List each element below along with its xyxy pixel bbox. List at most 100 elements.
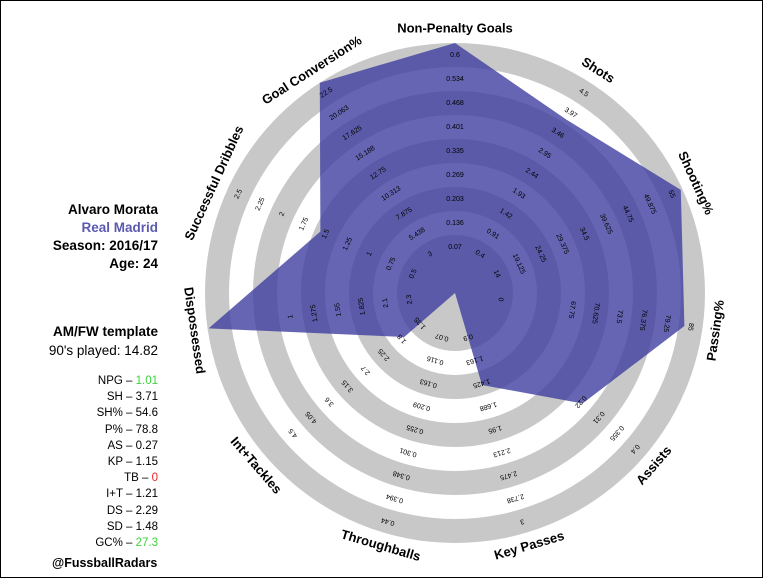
stat-value: 2.29 bbox=[135, 504, 158, 517]
tick-label: 2 bbox=[279, 211, 287, 218]
tick-label: 2.213 bbox=[492, 446, 511, 458]
stat-label: TB – bbox=[124, 472, 152, 485]
tick-label: 1.275 bbox=[310, 304, 319, 322]
stat-value: 0 bbox=[151, 472, 158, 485]
stat-row: GC% – 27.3 bbox=[95, 535, 158, 551]
tick-label: 1 bbox=[366, 251, 374, 258]
tick-label: 0.394 bbox=[385, 492, 404, 504]
stat-label: NPG – bbox=[97, 375, 136, 387]
stat-label: SD – bbox=[106, 520, 136, 533]
team-name: Real Madrid bbox=[81, 220, 158, 235]
template-info: AM/FW template 90's played: 14.82 bbox=[49, 322, 158, 360]
stat-row: SD – 1.48 bbox=[95, 519, 158, 535]
tick-label: 0.335 bbox=[446, 148, 464, 155]
stat-value: 1.21 bbox=[135, 488, 158, 501]
tick-label: 0.269 bbox=[446, 172, 464, 179]
tick-label: 76.375 bbox=[638, 309, 648, 331]
tick-label: 2.7 bbox=[360, 364, 372, 376]
tick-label: 85 bbox=[686, 322, 694, 331]
axis-label: Non-Penalty Goals bbox=[397, 20, 513, 35]
stat-row: KP – 1.15 bbox=[95, 454, 158, 470]
tick-label: 3 bbox=[519, 517, 525, 525]
tick-label: 1.5 bbox=[321, 228, 331, 240]
tick-label: 14 bbox=[492, 269, 502, 279]
axis-label: Passing% bbox=[703, 299, 727, 362]
stat-value: 0.27 bbox=[135, 439, 158, 452]
tick-label: 3.6 bbox=[324, 395, 336, 407]
tick-label: 0.301 bbox=[399, 446, 418, 458]
tick-label: 2.5 bbox=[234, 188, 244, 200]
tick-label: 0.44 bbox=[380, 516, 395, 527]
tick-label: 0.203 bbox=[446, 196, 464, 203]
tick-label: 1 bbox=[287, 314, 294, 319]
tick-label: 0.4 bbox=[474, 249, 486, 260]
tick-label: 1.425 bbox=[472, 377, 491, 389]
stat-label: I+T – bbox=[106, 488, 136, 501]
stat-row: SH% – 54.6 bbox=[95, 405, 158, 421]
tick-label: 0.534 bbox=[446, 76, 464, 83]
stat-label: P% – bbox=[104, 423, 136, 436]
tick-label: 67.75 bbox=[567, 301, 576, 319]
stat-row: DS – 2.29 bbox=[95, 503, 158, 519]
tick-label: 2.475 bbox=[499, 469, 518, 481]
tick-label: 0.07 bbox=[434, 331, 449, 342]
tick-label: 0 bbox=[496, 297, 503, 302]
tick-label: 0.6 bbox=[450, 52, 460, 59]
stat-row: SH – 3.71 bbox=[95, 389, 158, 405]
stat-label: GC% – bbox=[95, 537, 136, 550]
season: Season: 2016/17 bbox=[52, 238, 158, 253]
tick-label: 0.136 bbox=[446, 220, 464, 227]
tick-label: 4.5 bbox=[288, 427, 300, 439]
template-title: AM/FW template bbox=[52, 324, 158, 339]
axis-label: Dispossessed bbox=[181, 286, 208, 375]
stat-label: DS – bbox=[106, 504, 136, 517]
tick-label: 55 bbox=[666, 189, 676, 199]
player-info: Alvaro Morata Real Madrid Season: 2016/1… bbox=[53, 201, 158, 273]
tick-label: 79.25 bbox=[662, 314, 671, 332]
twitter-handle: @FussballRadars bbox=[52, 556, 158, 570]
stat-row: AS – 0.27 bbox=[95, 438, 158, 454]
stat-row: TB – 0 bbox=[95, 470, 158, 486]
tick-label: 0.163 bbox=[419, 377, 438, 389]
tick-label: 1.163 bbox=[465, 354, 484, 366]
stat-row: NPG – 1.01 bbox=[95, 373, 158, 389]
tick-label: 73.5 bbox=[615, 309, 624, 324]
tick-label: 0.5 bbox=[408, 268, 418, 280]
tick-label: 1.95 bbox=[487, 424, 502, 435]
tick-label: 3 bbox=[427, 251, 434, 259]
stat-value: 3.71 bbox=[135, 391, 158, 404]
stat-value: 27.3 bbox=[135, 537, 158, 550]
tick-label: 2.738 bbox=[506, 492, 525, 504]
stat-row: P% – 78.8 bbox=[95, 422, 158, 438]
tick-label: 70.625 bbox=[590, 302, 600, 324]
player-profile-polygon bbox=[208, 43, 685, 404]
tick-label: 0.209 bbox=[412, 400, 431, 412]
tick-label: 0.07 bbox=[448, 244, 462, 251]
tick-label: 1.55 bbox=[334, 302, 343, 317]
stat-value: 54.6 bbox=[135, 407, 158, 420]
tick-label: 2.3 bbox=[406, 294, 414, 305]
player-name: Alvaro Morata bbox=[67, 202, 158, 217]
tick-label: 1.8 bbox=[396, 333, 408, 345]
minutes-played: 90's played: 14.82 bbox=[48, 343, 158, 358]
stat-label: SH% – bbox=[96, 407, 136, 420]
stat-label: KP – bbox=[107, 456, 136, 469]
stat-value: 1.15 bbox=[135, 456, 158, 469]
stat-label: SH – bbox=[106, 391, 136, 404]
stat-value: 1.01 bbox=[135, 375, 158, 387]
tick-label: 2.1 bbox=[382, 298, 390, 309]
stat-row: I+T – 1.21 bbox=[95, 486, 158, 502]
tick-label: 0.468 bbox=[446, 100, 464, 107]
stat-label: AS – bbox=[107, 439, 136, 452]
tick-label: 1.825 bbox=[358, 297, 367, 315]
tick-label: 4.5 bbox=[578, 88, 590, 99]
age: Age: 24 bbox=[109, 256, 158, 271]
tick-label: 0.116 bbox=[426, 354, 444, 366]
stats-list: NPG – 1.01 SH – 3.71 SH% – 54.6 P% – 78.8 AS… bbox=[95, 373, 158, 551]
tick-label: 1.688 bbox=[479, 400, 498, 412]
stat-value: 78.8 bbox=[135, 423, 158, 436]
tick-label: 0.401 bbox=[446, 124, 464, 131]
tick-label: 0.9 bbox=[462, 332, 473, 341]
tick-label: 0.255 bbox=[406, 423, 425, 435]
